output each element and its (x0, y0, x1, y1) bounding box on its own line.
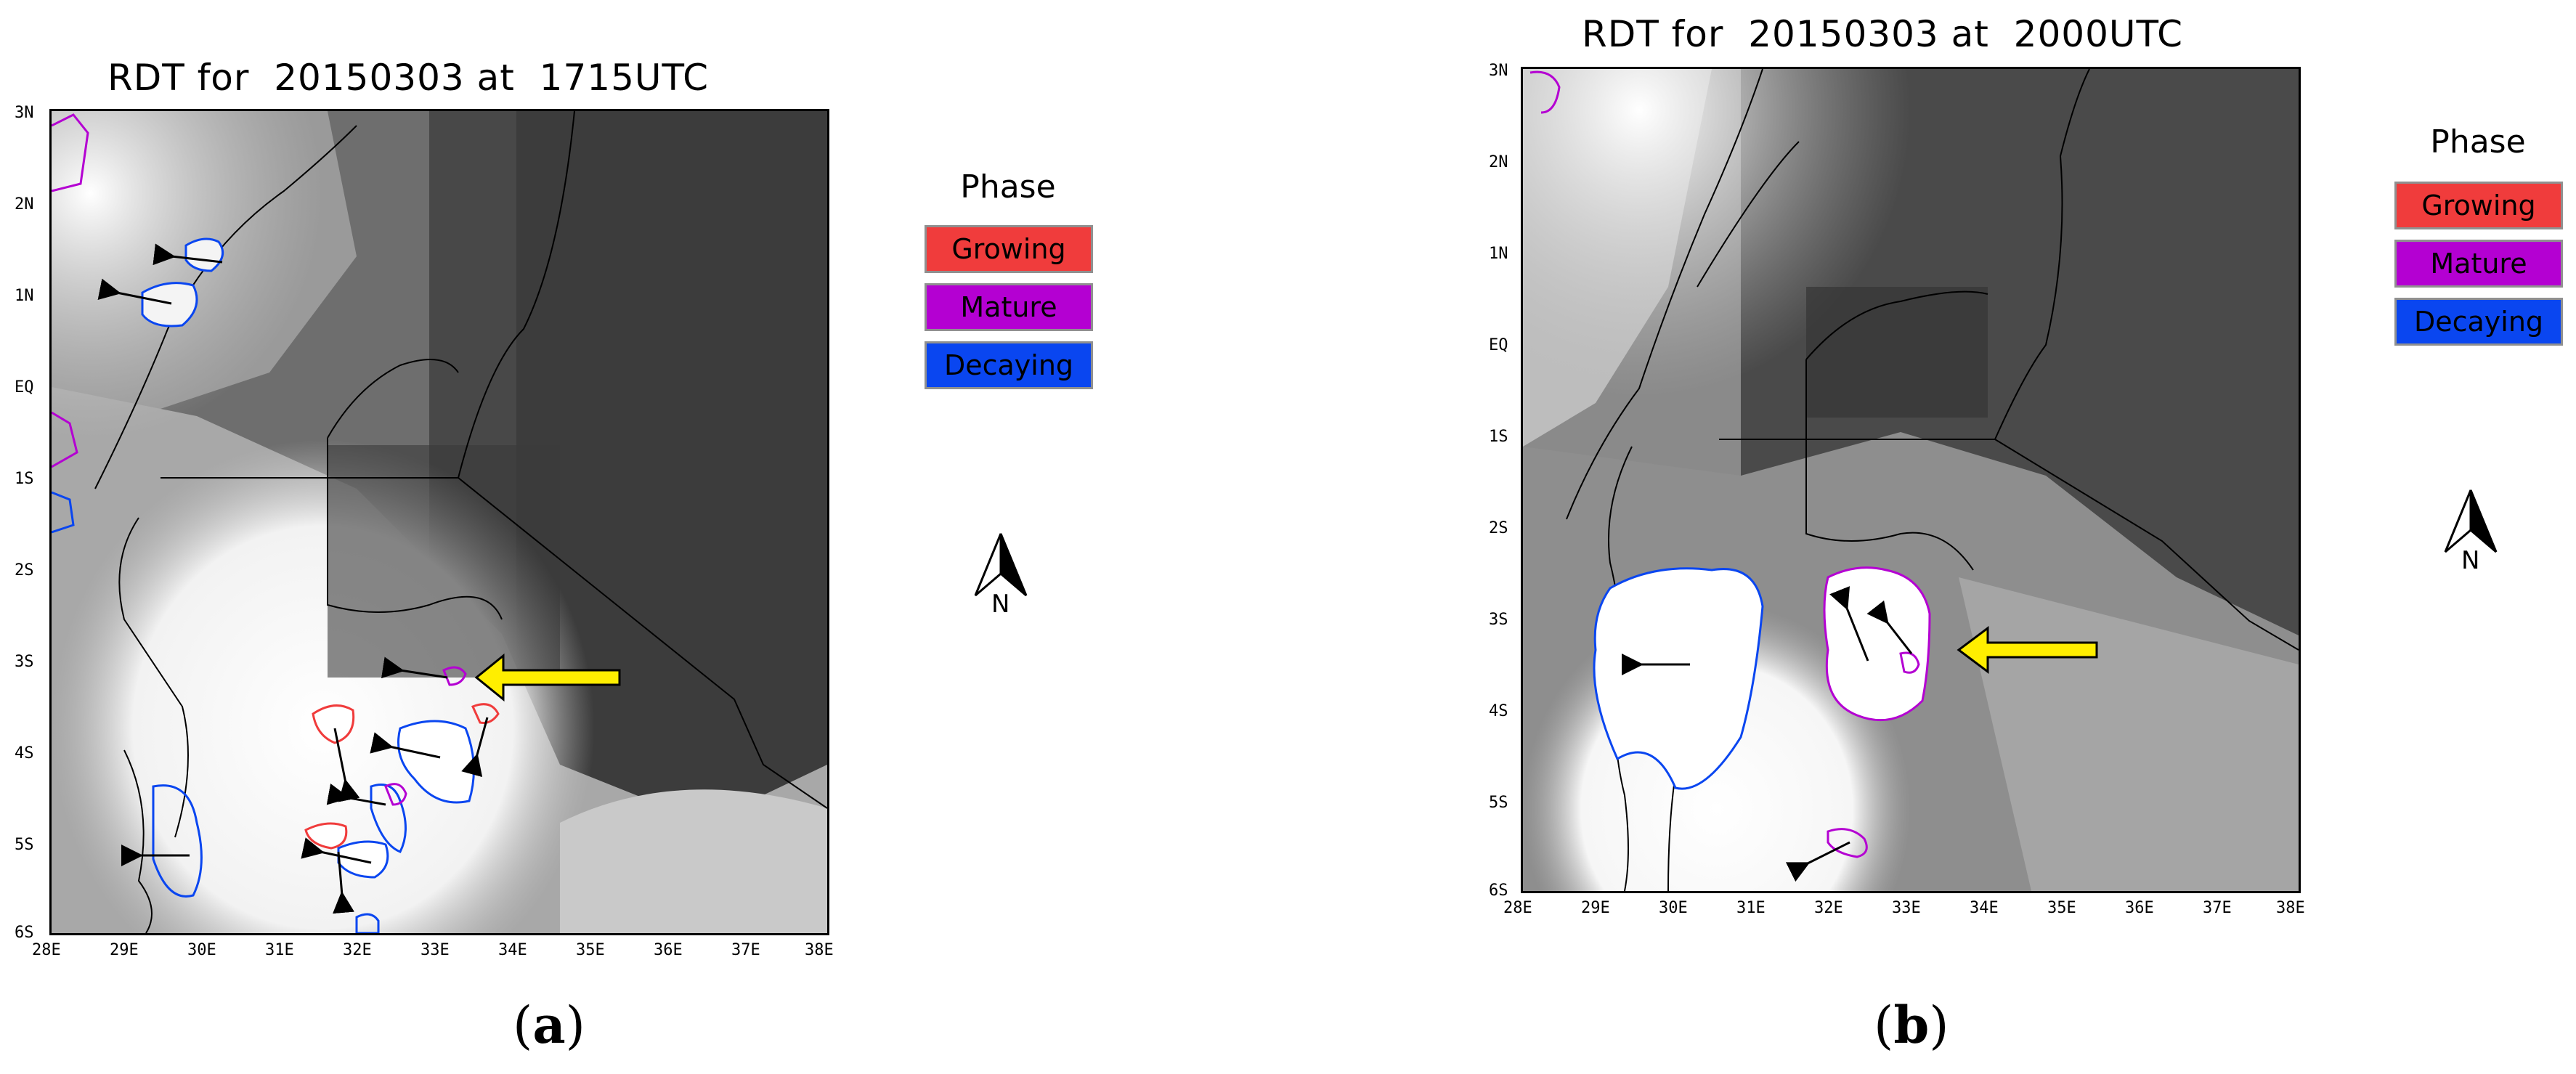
x-tick: 38E (2276, 899, 2305, 917)
legend-item-growing: Growing (2394, 182, 2563, 229)
x-tick: 28E (1503, 899, 1532, 917)
y-tick: 2N (1489, 153, 1508, 171)
x-tick: 33E (1892, 899, 1921, 917)
y-tick: 5S (1489, 794, 1508, 812)
y-tick: 1N (15, 287, 34, 305)
y-tick: EQ (15, 378, 34, 396)
x-tick: 34E (1970, 899, 1999, 917)
x-tick: 29E (1581, 899, 1610, 917)
legend-item-decaying: Decaying (925, 341, 1093, 389)
x-tick: 37E (731, 941, 760, 959)
y-tick: 3S (1489, 611, 1508, 629)
legend-title: Phase (960, 168, 1056, 206)
panel-title: RDT for 20150303 at 2000UTC (1582, 13, 2183, 55)
legend-item-mature: Mature (2394, 240, 2563, 288)
x-tick: 31E (265, 941, 294, 959)
y-tick: 2S (15, 561, 34, 579)
x-tick: 32E (1814, 899, 1843, 917)
map-graphic (52, 111, 827, 933)
satellite-map (49, 109, 829, 935)
y-tick: 3S (15, 653, 34, 671)
y-tick: 4S (1489, 702, 1508, 720)
y-tick: 3N (15, 104, 34, 122)
north-label: N (2461, 546, 2480, 575)
panel-caption: (b) (1874, 995, 1949, 1055)
map-graphic (1523, 69, 2299, 891)
legend-item-growing: Growing (925, 225, 1093, 273)
north-label: N (991, 590, 1010, 619)
y-tick: 4S (15, 744, 34, 762)
y-tick: 1S (15, 470, 34, 488)
panel-b: RDT for 20150303 at 2000UTC (1452, 0, 2576, 1074)
x-tick: 30E (1659, 899, 1688, 917)
north-arrow-icon (974, 533, 1028, 597)
x-tick: 31E (1736, 899, 1766, 917)
legend-item-decaying: Decaying (2394, 298, 2563, 346)
panel-title: RDT for 20150303 at 1715UTC (107, 57, 709, 99)
legend-title: Phase (2430, 123, 2526, 160)
x-tick: 33E (420, 941, 450, 959)
y-tick: 5S (15, 836, 34, 854)
highlight-arrow (474, 653, 621, 702)
y-tick: 2S (1489, 519, 1508, 537)
legend-item-mature: Mature (925, 283, 1093, 331)
x-tick: 36E (654, 941, 683, 959)
satellite-map (1521, 67, 2301, 893)
x-tick: 30E (187, 941, 216, 959)
north-arrow-icon (2444, 489, 2498, 553)
highlight-arrow (1957, 626, 2098, 674)
x-tick: 35E (2047, 899, 2076, 917)
x-tick: 37E (2203, 899, 2232, 917)
y-tick: 1S (1489, 428, 1508, 446)
y-tick: 1N (1489, 245, 1508, 263)
x-tick: 38E (805, 941, 834, 959)
y-tick: EQ (1489, 336, 1508, 354)
x-tick: 35E (576, 941, 605, 959)
x-tick: 29E (110, 941, 139, 959)
y-tick: 3N (1489, 62, 1508, 80)
panel-a: RDT for 20150303 at 1715UTC (0, 0, 1278, 1074)
y-tick: 6S (15, 924, 34, 942)
x-tick: 28E (32, 941, 61, 959)
x-tick: 34E (498, 941, 527, 959)
x-tick: 32E (343, 941, 372, 959)
y-tick: 2N (15, 195, 34, 213)
y-tick: 6S (1489, 882, 1508, 900)
x-tick: 36E (2125, 899, 2154, 917)
panel-caption: (a) (513, 995, 585, 1055)
